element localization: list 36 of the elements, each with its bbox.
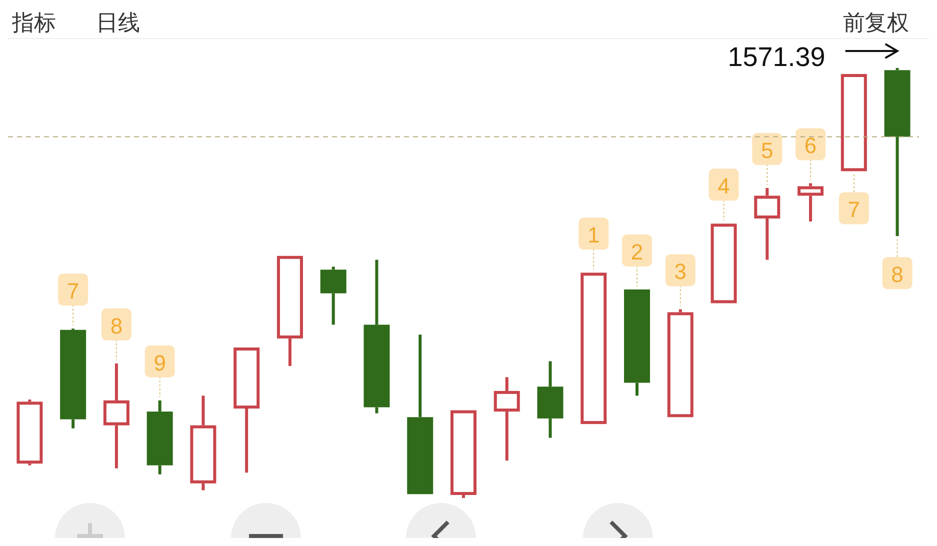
text: 前复权 bbox=[843, 9, 909, 37]
text: 5 bbox=[761, 138, 774, 163]
candlestick bbox=[580, 272, 607, 424]
candlestick bbox=[146, 400, 173, 474]
text: 2 bbox=[630, 239, 644, 264]
text: 8 bbox=[891, 262, 904, 288]
candlestick bbox=[450, 410, 476, 498]
candlestick bbox=[494, 377, 520, 461]
text: 1 bbox=[588, 222, 600, 248]
text: 8 bbox=[110, 313, 123, 338]
text: 7 bbox=[848, 197, 860, 222]
text: 6 bbox=[804, 133, 817, 158]
text: 9 bbox=[154, 350, 166, 376]
candlestick bbox=[276, 256, 303, 366]
candlestick bbox=[103, 363, 130, 468]
text: 指标 bbox=[12, 9, 56, 37]
annotation: 1571.39 bbox=[728, 42, 826, 72]
candlestick bbox=[60, 328, 86, 428]
candlestick bbox=[320, 266, 346, 325]
candlestick bbox=[667, 309, 694, 418]
candlestick bbox=[624, 289, 650, 396]
text: 7 bbox=[66, 278, 80, 304]
candlestick bbox=[16, 400, 43, 466]
text: 日线 bbox=[96, 9, 140, 37]
candlestick bbox=[710, 224, 737, 304]
candlestick bbox=[798, 183, 824, 222]
candlestick bbox=[754, 188, 780, 260]
candlestick bbox=[407, 334, 434, 494]
candlestick bbox=[884, 68, 910, 236]
candlestick bbox=[537, 361, 564, 438]
candlestick bbox=[840, 74, 867, 172]
candlestick bbox=[234, 348, 260, 473]
candlestick bbox=[190, 396, 216, 490]
candlestick bbox=[364, 260, 390, 414]
text: 4 bbox=[718, 174, 730, 199]
text: 3 bbox=[674, 259, 687, 284]
